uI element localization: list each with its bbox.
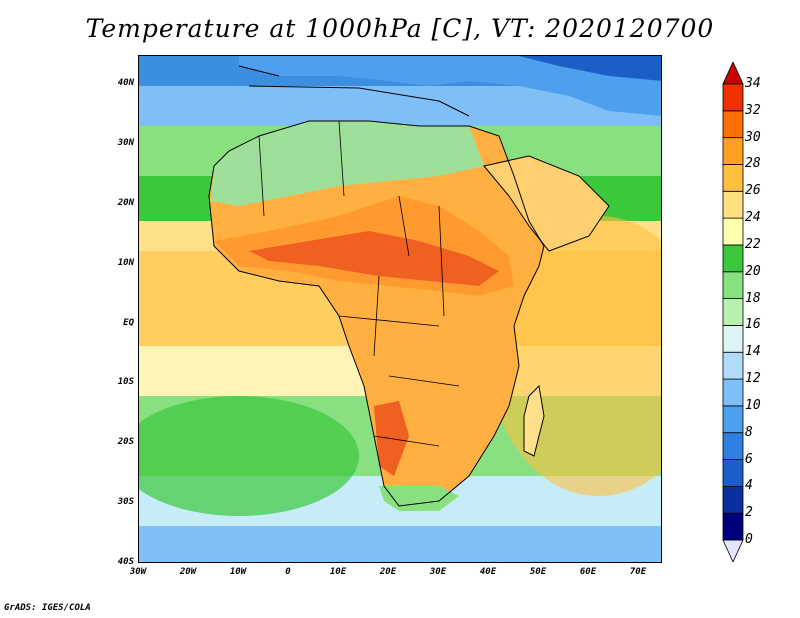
colorbar-swatch xyxy=(722,83,744,112)
colorbar-swatch xyxy=(722,298,744,326)
colorbar-label: 24 xyxy=(745,210,761,226)
colorbar-label: 8 xyxy=(745,424,753,440)
colorbar-label: 20 xyxy=(745,263,761,279)
colorbar-swatch xyxy=(722,217,744,246)
lon-label: 20E xyxy=(379,567,397,577)
lon-label: 10W xyxy=(229,567,247,577)
colorbar-swatch xyxy=(722,459,744,487)
south-africa xyxy=(379,486,459,511)
south-atlantic-green xyxy=(139,396,359,516)
europe-coast xyxy=(238,65,470,117)
colorbar-label: 18 xyxy=(745,290,761,306)
arabia-border xyxy=(483,155,610,252)
colorbar-label: 0 xyxy=(745,532,753,547)
colorbar-label: 34 xyxy=(745,76,761,91)
lat-label: 20S xyxy=(117,437,134,447)
colorbar-label: 32 xyxy=(745,102,761,118)
internal-borders xyxy=(258,120,460,447)
map-title: Temperature at 1000hPa [C], VT: 20201207… xyxy=(85,14,715,43)
colorbar-label: 16 xyxy=(745,317,761,333)
lon-label: 70E xyxy=(629,567,647,577)
ocean-band-far-south xyxy=(139,526,661,562)
madagascar xyxy=(523,384,545,457)
lon-label: 30E xyxy=(429,567,447,577)
lon-label: 60E xyxy=(579,567,597,577)
lat-label: 10S xyxy=(117,377,134,387)
lon-label: 50E xyxy=(529,567,547,577)
colorbar-label: 14 xyxy=(745,344,761,360)
colorbar-swatch xyxy=(722,325,744,353)
colorbar-label: 22 xyxy=(745,236,761,252)
mediterranean xyxy=(249,86,469,116)
colorbar-swatch xyxy=(722,378,744,407)
colorbar-swatch xyxy=(722,405,744,434)
colorbar-swatch xyxy=(722,190,744,219)
colorbar-label: 26 xyxy=(745,183,761,199)
colorbar-bottom-triangle xyxy=(722,539,744,562)
map-panel xyxy=(138,55,662,563)
colorbar-swatch xyxy=(722,271,744,299)
lon-label: 40E xyxy=(479,567,497,577)
lon-label: 30W xyxy=(129,567,147,577)
colorbar xyxy=(722,62,744,562)
colorbar-swatch xyxy=(722,164,744,192)
lat-label: 30N xyxy=(117,138,134,148)
lat-label: 30S xyxy=(117,497,134,507)
colorbar-swatch xyxy=(722,351,744,380)
colorbar-swatch xyxy=(722,137,744,165)
colorbar-label: 12 xyxy=(745,371,761,387)
sahara-north xyxy=(211,121,484,206)
colorbar-swatch xyxy=(722,110,744,139)
lat-label: 40N xyxy=(117,78,134,88)
sahel-core xyxy=(249,231,499,286)
europe-landmass xyxy=(239,56,661,116)
lat-label: 40S xyxy=(117,557,134,567)
lat-label: EQ xyxy=(123,318,134,328)
colorbar-swatch xyxy=(722,244,744,273)
lat-label: 10N xyxy=(117,258,134,268)
lon-label: 20W xyxy=(179,567,197,577)
colorbar-label: 30 xyxy=(745,129,761,145)
colorbar-swatch xyxy=(722,432,744,460)
colorbar-swatch xyxy=(722,512,744,541)
colorbar-label: 6 xyxy=(745,451,753,467)
colorbar-label: 4 xyxy=(745,478,753,494)
credit-text: GrADS: IGES/COLA xyxy=(4,603,91,613)
temperature-map xyxy=(139,56,661,562)
colorbar-label: 10 xyxy=(745,397,761,413)
colorbar-label: 2 xyxy=(745,505,753,521)
lon-label: 10E xyxy=(329,567,347,577)
lat-label: 20N xyxy=(117,198,134,208)
colorbar-swatch xyxy=(722,485,744,514)
colorbar-top-triangle xyxy=(722,62,744,85)
lon-label: 0 xyxy=(285,567,291,577)
colorbar-label: 28 xyxy=(745,156,761,172)
north-mountains xyxy=(519,56,661,81)
